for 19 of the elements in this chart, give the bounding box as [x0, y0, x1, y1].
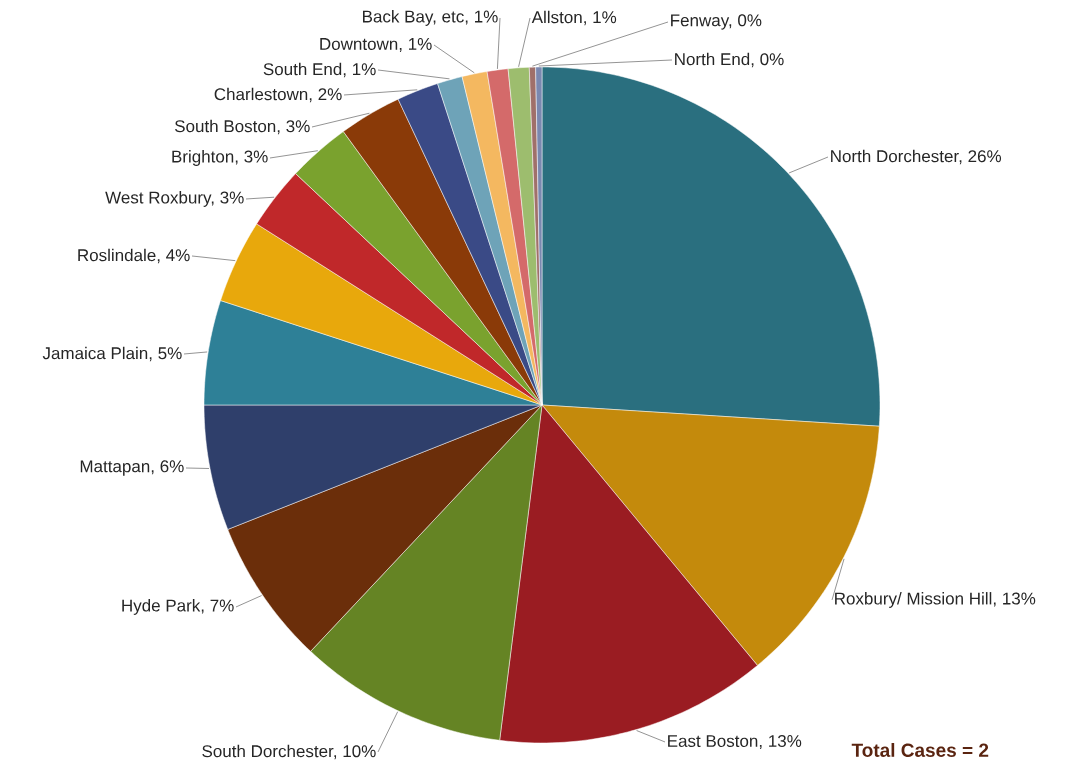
- slice-label: Fenway, 0%: [671, 14, 762, 30]
- slice-label: Jamaica Plain, 5%: [42, 346, 182, 362]
- text: Total Cases = 2: [851, 743, 989, 757]
- slice-label: Allston, 1%: [531, 10, 617, 26]
- slice-label: Charlestown, 2%: [214, 87, 342, 103]
- slice-label: Back Bay, etc, 1%: [363, 10, 498, 26]
- slice-label: Roslindale, 4%: [78, 248, 190, 264]
- slice-label: South Dorchester, 10%: [202, 744, 376, 760]
- slice-label: South Boston, 3%: [174, 119, 310, 135]
- slice-label: Roxbury/ Mission Hill, 13%: [835, 592, 1036, 608]
- slice-label: East Boston, 13%: [668, 734, 802, 749]
- slice-label: Mattapan, 6%: [80, 460, 184, 476]
- slice-label: Brighton, 3%: [172, 150, 268, 166]
- slice-label: South End, 1%: [263, 62, 376, 78]
- slice-label: North End, 0%: [675, 52, 784, 68]
- slice-label: Downtown, 1%: [320, 38, 432, 52]
- slice-label: West Roxbury, 3%: [105, 191, 244, 207]
- slice-label: Hyde Park, 7%: [122, 599, 234, 615]
- slice-label: North Dorchester, 26%: [831, 149, 1002, 165]
